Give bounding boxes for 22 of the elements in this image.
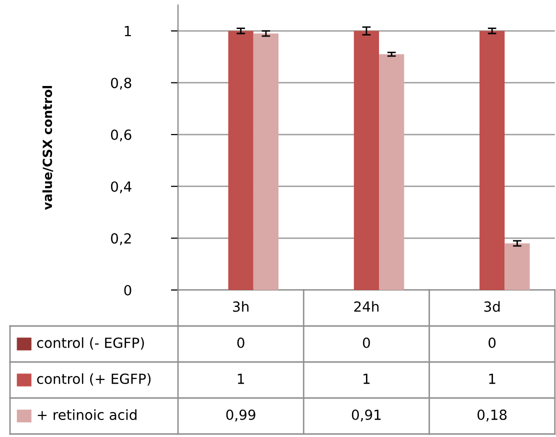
data-label: 0 (488, 338, 496, 348)
x-tick-label: 3h (233, 301, 248, 312)
y-tick-label: 0,2 (110, 233, 131, 246)
data-label: 0,99 (226, 410, 256, 422)
data-label: 0,18 (478, 410, 507, 422)
y-tick-label: 0,6 (110, 130, 132, 142)
data-label: 1 (364, 374, 370, 384)
data-label: 0 (362, 338, 370, 348)
x-tick-label: 24h (354, 301, 379, 312)
legend-label: control (+ EGFP) (37, 373, 151, 386)
y-axis-title: value/CSX control (42, 86, 54, 210)
y-tick-label: 0,8 (110, 78, 132, 90)
data-label: 1 (238, 374, 244, 384)
x-tick-label: 3d (484, 301, 500, 312)
legend-label: + retinoic acid (38, 409, 136, 420)
data-label: 1 (489, 374, 496, 384)
y-tick-label: 1 (124, 26, 131, 36)
y-tick-label: 0,4 (110, 181, 132, 194)
data-label: 0 (237, 338, 244, 348)
data-label: 0,91 (352, 410, 381, 422)
y-tick-label: 0 (124, 284, 132, 296)
legend-label: control (- EGFP) (37, 337, 144, 350)
